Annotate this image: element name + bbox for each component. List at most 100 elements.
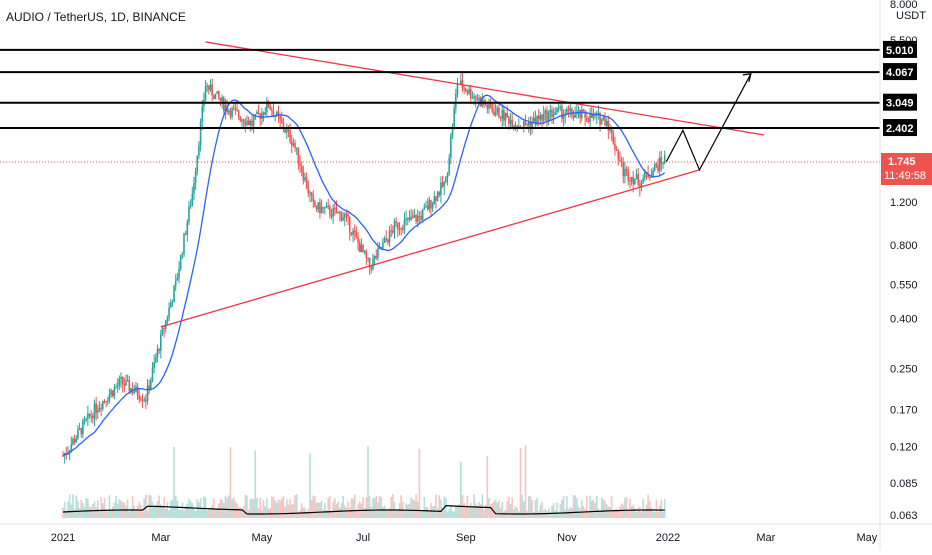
candle-body [413,214,416,218]
candle-body [635,174,638,180]
candle-body [430,199,432,209]
volume-bar [274,500,276,518]
candle-body [597,113,600,115]
volume-bar [287,504,290,518]
candle-body [610,127,613,133]
candle-body [400,228,402,230]
volume-bar [213,498,215,518]
candle-body [599,113,601,125]
volume-bar [271,496,273,518]
volume-bar [460,461,462,518]
candle-body [267,101,270,108]
volume-bar [135,509,137,518]
volume-bar [630,506,633,518]
horizontal-levels[interactable]: 5.010 4.067 3.049 2.402 [0,40,917,137]
price-axis[interactable]: 8.000 5.500 1.200 0.800 0.550 0.400 0.250 0.170… [879,0,932,550]
volume-bar [383,505,386,518]
volume-bar [438,495,441,518]
candle-body [653,164,656,171]
candle-body [431,203,434,209]
volume-bar [77,501,79,518]
volume-bar [561,499,563,518]
volume-bar [317,502,320,518]
candle-body [305,177,308,189]
candle-body [277,111,280,116]
volume-bar [479,504,482,518]
candle-body [194,171,197,184]
candle-body [211,84,213,96]
candle-body [436,192,439,201]
candle-body [125,380,127,386]
candle-body [247,120,250,125]
volume-bar [184,506,187,518]
candle-body [451,127,454,137]
candle-body [382,242,384,249]
volume-bar [279,500,281,518]
candle-body [264,112,267,115]
volume-bar [645,504,648,518]
volume-bar [118,499,121,518]
volume-bar [295,494,298,518]
volume-bar [382,507,384,518]
candle-body [428,199,431,210]
candle-body [541,114,543,121]
candle-body [186,221,189,235]
candle-body [209,84,212,91]
candle-body [262,112,265,115]
volume-bar [266,498,268,518]
volume-bar [518,511,520,518]
candle-body [499,117,502,119]
candle-body [252,119,255,126]
volume-bar [133,505,136,518]
candle-body [504,113,507,121]
volume-bar [408,503,411,518]
volume-bar [339,507,341,518]
candle-body [256,111,258,114]
candle-body [335,208,338,214]
candle-body [85,418,88,420]
candle-body [405,218,407,220]
candle-body [77,429,79,439]
countdown-value: 11:49:58 [884,170,926,182]
volume-bar [622,504,625,518]
volume-bar [365,497,368,518]
volume-bar [509,503,512,518]
candle-body [191,193,194,206]
volume-bar [75,495,78,518]
trendlines[interactable] [0,41,880,328]
volume-bar [276,502,278,518]
candle-body [130,388,132,392]
candle-body [411,216,414,218]
volume-bar [216,507,218,518]
candle-body [299,163,301,167]
candle-body [619,159,621,161]
candle-body [397,222,399,230]
candle-body [370,267,373,269]
candle-body [566,108,568,114]
candle-body [474,96,477,99]
volume-bar [211,504,213,518]
candle-body [106,400,109,402]
volume-bar [181,502,184,518]
volume-bar [655,499,658,518]
volume-bar [355,509,358,518]
volume-bar [597,508,600,518]
candle-body [133,391,136,393]
candle-body [188,206,190,222]
time-axis[interactable]: 2021 Mar May Jul Sep Nov 2022 Mar May [0,523,932,544]
candle-body [183,233,185,254]
symbol-title: AUDIO / TetherUS, 1D, BINANCE [6,10,186,24]
volume-bar [289,499,291,518]
candle-body [617,150,620,160]
price-tick-label: 0.550 [890,280,918,292]
volume-bar [625,497,628,518]
candle-body [314,201,316,207]
candle-body [80,428,83,435]
candle-body [385,238,388,240]
candle-body [198,145,200,156]
candle-body [456,83,459,94]
volume-bar [159,504,162,518]
candle-body [542,113,545,121]
